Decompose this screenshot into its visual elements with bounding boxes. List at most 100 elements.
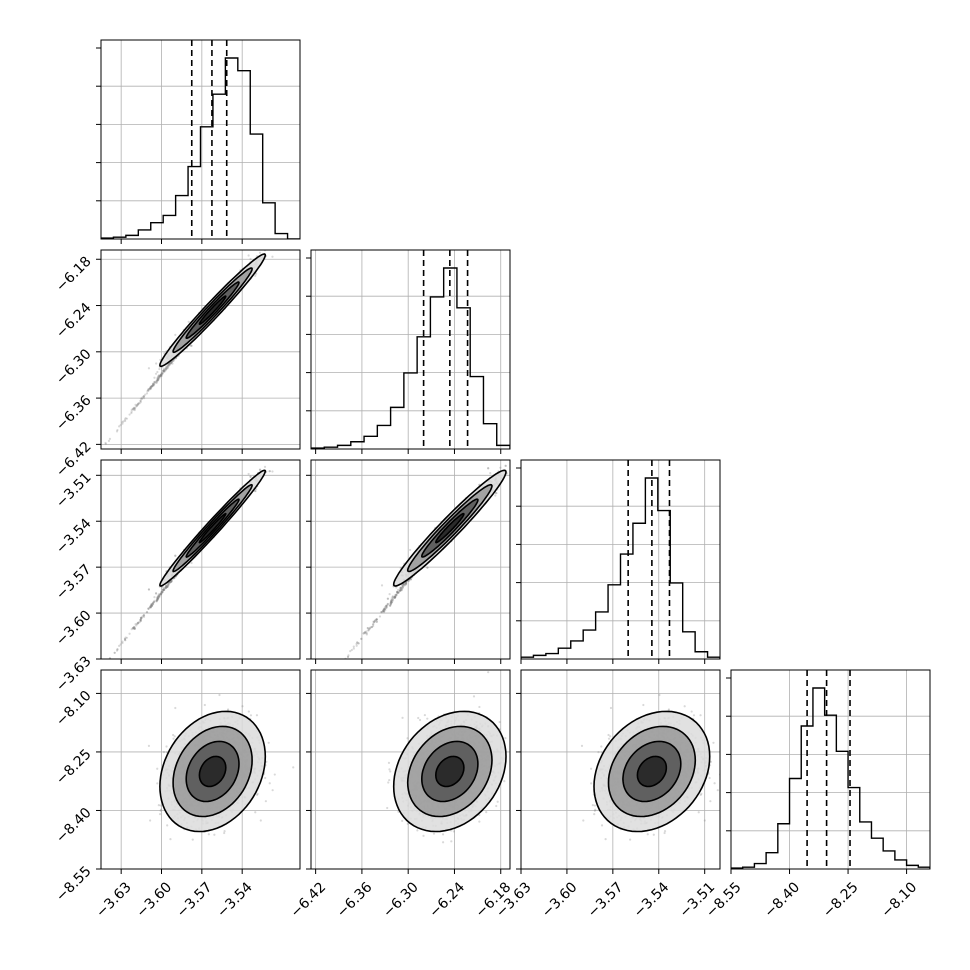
panel-1-1: [306, 249, 511, 454]
sample-point: [147, 588, 151, 591]
sample-point: [161, 590, 164, 593]
sample-point: [130, 411, 133, 415]
sample-point: [134, 623, 137, 626]
sample-point: [153, 380, 156, 384]
sample-point: [131, 627, 134, 630]
sample-point: [141, 615, 144, 618]
sample-point: [150, 385, 154, 388]
sample-point: [140, 397, 143, 400]
sample-point: [190, 344, 193, 347]
sample-point: [158, 367, 161, 371]
sample-point: [159, 593, 163, 596]
sample-point: [170, 580, 173, 583]
sample-point: [140, 616, 143, 619]
sample-point: [133, 406, 136, 409]
sample-point: [108, 437, 112, 440]
sample-point: [160, 372, 163, 375]
sample-point: [147, 388, 150, 391]
sample-point: [149, 605, 152, 609]
sample-point: [160, 591, 163, 594]
sample-point: [157, 378, 160, 381]
sample-point: [158, 595, 161, 598]
sample-point: [162, 588, 165, 591]
sample-point: [159, 592, 162, 596]
sample-point: [139, 618, 142, 621]
sample-point: [150, 604, 153, 607]
sample-point: [156, 378, 160, 382]
sample-point: [156, 597, 159, 600]
sample-point: [159, 374, 162, 377]
sample-point: [136, 403, 139, 406]
sample-point: [139, 397, 143, 400]
sample-point: [160, 373, 163, 376]
sample-point: [156, 599, 159, 602]
sample-point: [115, 430, 119, 433]
sample-point: [144, 393, 147, 396]
sample-point: [247, 254, 250, 257]
sample-point: [151, 603, 154, 606]
sample-point: [151, 601, 155, 605]
sample-point: [137, 402, 140, 405]
sample-point: [150, 385, 153, 388]
sample-point: [153, 599, 156, 602]
sample-point: [135, 404, 138, 408]
sample-point: [150, 602, 153, 606]
sample-point: [166, 585, 169, 589]
sample-point: [156, 598, 159, 601]
sample-point: [152, 383, 155, 386]
sample-point: [155, 381, 158, 384]
sample-point: [95, 675, 97, 677]
sample-point: [165, 586, 168, 589]
sample-point: [161, 591, 164, 594]
sample-point: [172, 359, 175, 362]
sample-point: [163, 369, 166, 372]
sample-point: [164, 367, 168, 370]
sample-point: [149, 606, 152, 609]
sample-point: [166, 585, 169, 588]
sample-point: [116, 648, 119, 651]
sample-point: [138, 620, 141, 624]
sample-point: [115, 649, 119, 652]
sample-point: [150, 604, 153, 607]
sample-point: [121, 641, 124, 645]
sample-point: [263, 465, 267, 468]
sample-point: [158, 377, 161, 380]
sample-point: [151, 382, 155, 386]
sample-point: [162, 369, 165, 373]
y-tick-label: −6.36: [53, 392, 95, 434]
sample-point: [147, 387, 150, 391]
sample-point: [149, 387, 152, 390]
sample-point: [150, 385, 154, 388]
sample-point: [156, 379, 160, 382]
sample-point: [166, 364, 169, 367]
sample-point: [156, 599, 159, 602]
sample-point: [148, 606, 151, 609]
sample-point: [148, 388, 151, 391]
sample-point: [166, 365, 169, 369]
sample-point: [165, 585, 168, 588]
sample-point: [162, 588, 165, 591]
contour-level-1: [198, 295, 227, 325]
sample-point: [133, 626, 136, 630]
sample-point: [149, 605, 152, 608]
sample-point: [156, 376, 159, 380]
sample-point: [149, 386, 152, 389]
sample-point: [150, 604, 154, 608]
sample-point: [130, 628, 133, 631]
sample-point: [164, 368, 167, 371]
sample-point: [167, 363, 170, 366]
sample-point: [154, 381, 157, 384]
sample-point: [167, 583, 170, 586]
sample-point: [149, 387, 153, 390]
sample-point: [146, 390, 149, 393]
sample-point: [135, 405, 138, 408]
sample-point: [117, 425, 121, 428]
sample-point: [268, 470, 271, 473]
sample-point: [162, 370, 165, 373]
sample-point: [140, 617, 143, 620]
sample-point: [255, 272, 258, 275]
sample-point: [162, 370, 165, 373]
sample-point: [162, 369, 165, 372]
panel-frame: [100, 39, 301, 240]
sample-point: [249, 257, 252, 261]
